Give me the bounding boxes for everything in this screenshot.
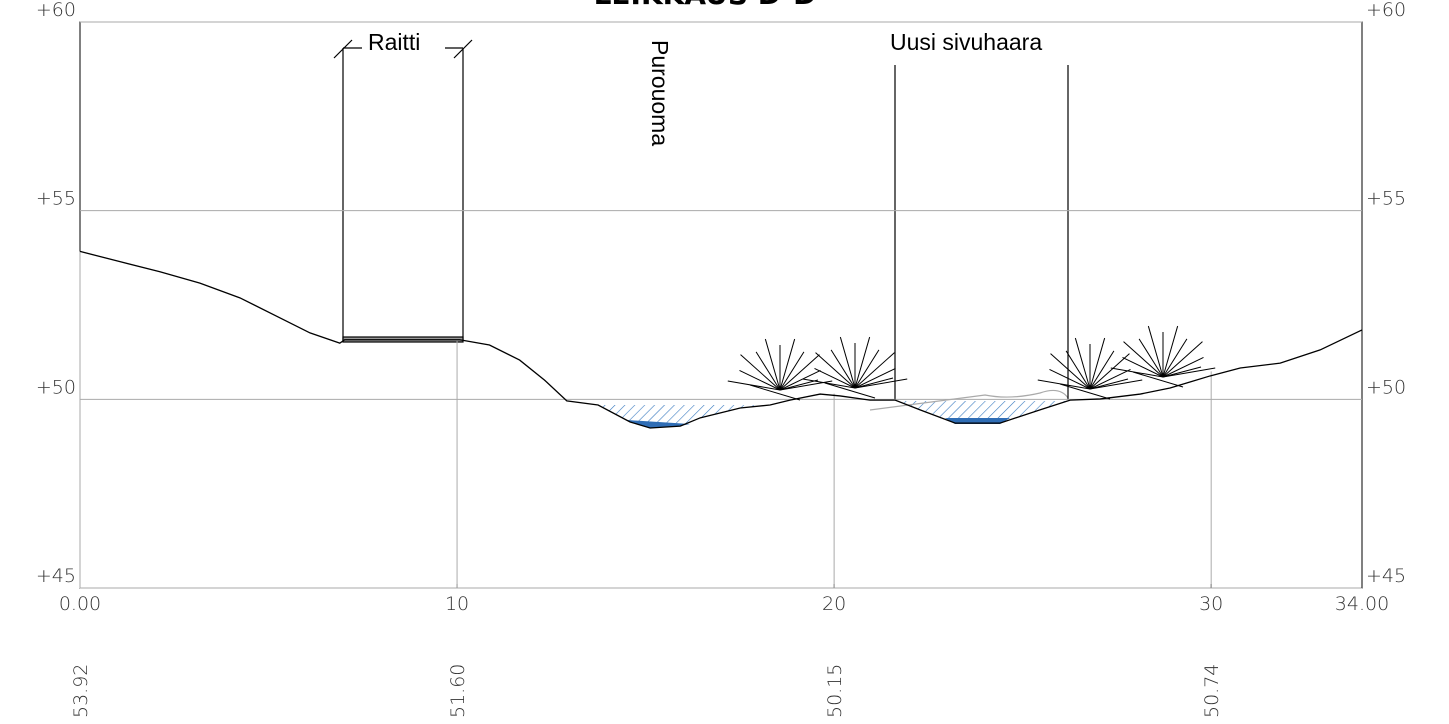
x-tick-label: 10 xyxy=(445,593,469,615)
tree-branch xyxy=(1148,326,1163,377)
chart: LEIKKAUS D-D Raitti Purouoma Uusi sivuha… xyxy=(0,0,1449,724)
sivuhaara-structure xyxy=(895,65,1068,400)
tree-branch xyxy=(840,337,855,388)
tree-branch xyxy=(1090,338,1105,389)
tree-branch xyxy=(1075,338,1090,389)
x-tick-label: 34.00 xyxy=(1335,593,1389,615)
y-tick-label: +45 xyxy=(36,565,76,587)
x-tick-label: 20 xyxy=(822,593,846,615)
raitti-structure xyxy=(334,40,472,342)
y-tick-label-right: +55 xyxy=(1366,188,1406,210)
annotation: Raitti xyxy=(368,29,420,55)
tree-branch xyxy=(780,339,795,390)
x-tick-label: 30 xyxy=(1199,593,1223,615)
x-tick-label: 0.00 xyxy=(59,593,101,615)
y-tick-label: +60 xyxy=(36,0,76,21)
y-tick-label-right: +50 xyxy=(1366,376,1406,398)
y-tick-label: +55 xyxy=(36,188,76,210)
annotation: Uusi sivuhaara xyxy=(890,29,1042,55)
station-elevation: 50.74 xyxy=(1201,664,1223,718)
tree-branch xyxy=(1163,326,1178,377)
y-tick-label-right: +60 xyxy=(1366,0,1406,21)
tree-branch xyxy=(855,337,870,388)
tree-branch xyxy=(765,339,780,390)
y-tick-label: +50 xyxy=(36,376,76,398)
y-tick-label-right: +45 xyxy=(1366,565,1406,587)
station-elevation: 51.60 xyxy=(447,664,469,718)
station-elevation: 50.15 xyxy=(824,664,846,718)
frame xyxy=(80,22,1362,588)
chart-title: LEIKKAUS D-D xyxy=(594,0,817,11)
annotation: Purouoma xyxy=(647,40,673,146)
terrain-line xyxy=(80,251,1362,428)
station-elevation: 53.92 xyxy=(70,664,92,718)
